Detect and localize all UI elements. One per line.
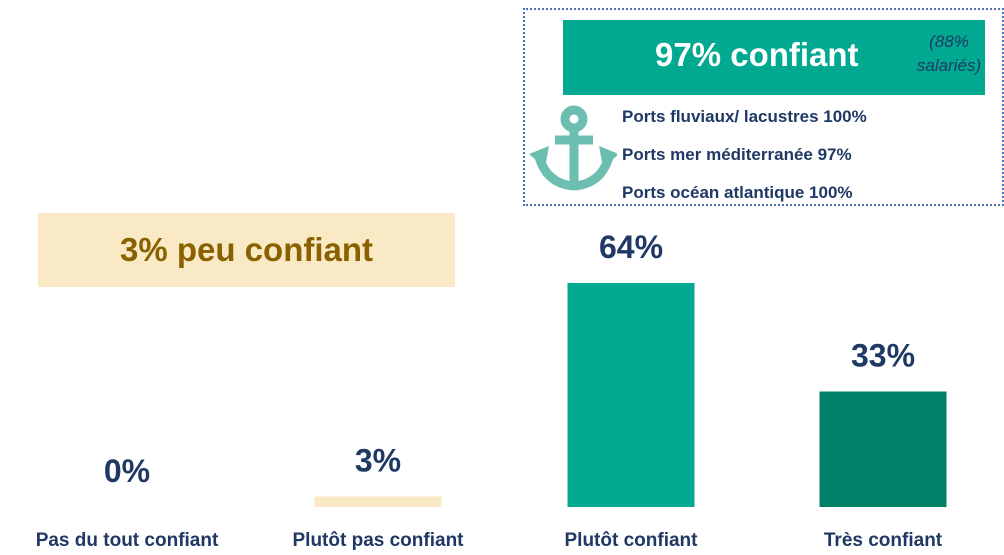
value-label: 3% [355,443,401,479]
ports-list: Ports fluviaux/ lacustres 100% Ports mer… [622,104,1002,218]
low-confidence-box: 3% peu confiant [38,213,455,287]
value-label: 0% [104,453,150,489]
port-line: Ports fluviaux/ lacustres 100% [622,107,867,126]
low-confidence-text: 3% peu confiant [119,231,374,268]
value-label: 33% [851,338,915,374]
anchor [534,105,614,191]
high-confidence-panel [523,8,1004,206]
value-label: 64% [599,229,663,265]
anchor-tip [599,146,617,168]
high-confidence-text: 97% confiant [655,36,859,73]
high-confidence-box: 97% confiant (88% salariés) [563,20,985,95]
bar [819,391,947,507]
bar [567,283,695,507]
category-label: Plutôt pas confiant [293,530,465,551]
bar [314,496,442,507]
high-confidence-note: (88% salariés) [916,32,982,75]
anchor-icon [529,105,617,191]
port-line: Ports océan atlantique 100% [622,183,853,202]
category-label: Plutôt confiant [565,530,699,551]
anchor-tip [529,146,549,168]
category-label: Pas du tout confiant [36,530,219,551]
port-line: Ports mer méditerranée 97% [622,145,852,164]
category-label: Très confiant [824,530,943,551]
